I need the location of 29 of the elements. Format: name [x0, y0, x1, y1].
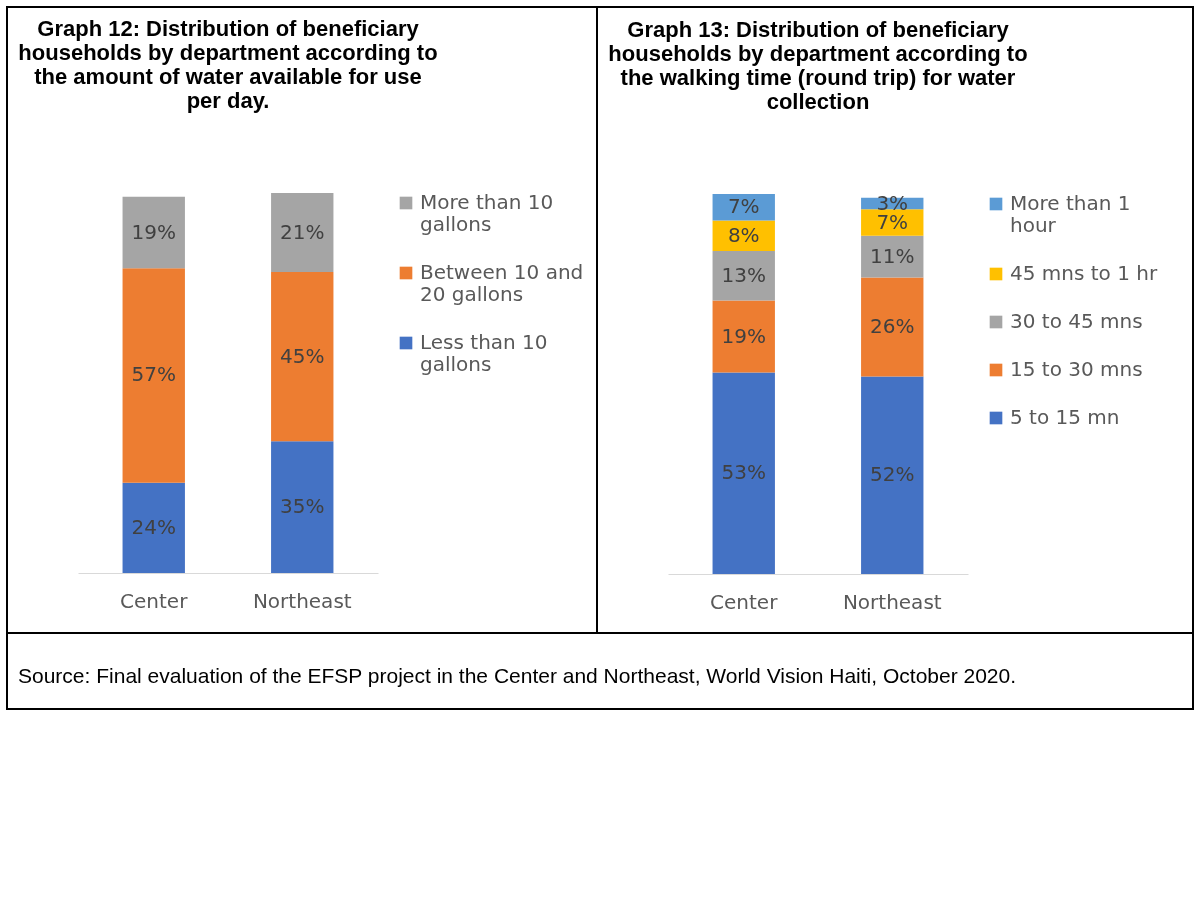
data-label: 11% — [870, 243, 915, 268]
chart-title: Graph 12: Distribution of beneficiary households by department according to the amount of water available for use per day. — [18, 16, 438, 113]
data-label: 52% — [870, 462, 915, 487]
x-tick-label: Center — [710, 589, 779, 614]
data-label: 35% — [280, 494, 325, 519]
legend-label: More than 10 gallons — [420, 190, 554, 236]
data-label: 21% — [280, 219, 325, 244]
data-label: 8% — [727, 222, 760, 247]
legend-label: Less than 10 gallons — [420, 330, 548, 376]
legend-label: 15 to 30 mns — [1010, 357, 1143, 381]
legend-label: 30 to 45 mns — [1010, 309, 1143, 333]
chart-title: Graph 13: Distribution of beneficiary households by department according to the walking time (round trip) for water collection — [608, 16, 1028, 114]
data-label: 57% — [131, 362, 176, 387]
legend-label: 5 to 15 mn — [1010, 405, 1120, 429]
x-tick-label: Northeast — [252, 588, 352, 613]
data-label: 24% — [131, 514, 176, 539]
legend-label: More than 1 hour — [1010, 191, 1131, 237]
source-note: Source: Final evaluation of the EFSP project in the Center and Northeast, World Vision Haiti, October 2020. — [18, 664, 1018, 688]
data-label: 7% — [727, 194, 760, 219]
data-label: 45% — [280, 343, 325, 368]
legend-label: 45 mns to 1 hr — [1010, 261, 1158, 285]
x-tick-label: Northeast — [842, 589, 942, 614]
data-label: 26% — [870, 314, 915, 338]
data-label: 53% — [721, 460, 766, 485]
data-label: 13% — [721, 262, 766, 287]
legend-label: Between 10 and 20 gallons — [420, 260, 584, 306]
data-label: 19% — [721, 323, 766, 348]
data-label: 19% — [131, 219, 176, 244]
x-tick-label: Center — [120, 588, 189, 613]
